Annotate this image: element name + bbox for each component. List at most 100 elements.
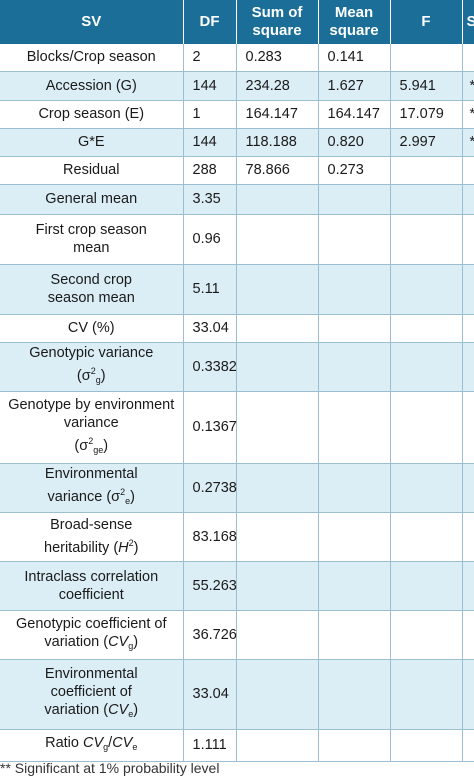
- row-f: 2.997: [390, 128, 463, 157]
- stat-label: Broad-sense heritability (H2): [0, 512, 184, 562]
- stat-value: 0.96: [183, 214, 237, 265]
- superscript: 2: [120, 487, 126, 497]
- open-paren: (: [103, 702, 109, 718]
- superscript: 2: [128, 538, 134, 548]
- footnote: ** Significant at 1% probability level: [0, 760, 220, 776]
- row-ss: 118.188: [236, 128, 319, 157]
- sigma-symbol: (σ: [74, 437, 89, 454]
- row-f: 17.079: [390, 100, 463, 129]
- subscript: e: [132, 742, 138, 752]
- stat-row-gxe-variance: Genotype by environment variance (σ2ge) …: [0, 391, 474, 464]
- stat-row-ratio: Ratio CVg/CVe 1.111: [0, 729, 474, 762]
- stat-row-first-season-mean: First crop season mean 0.96: [0, 214, 474, 265]
- stat-value: 33.04: [183, 659, 237, 730]
- row-sv: Crop season (E): [0, 100, 184, 129]
- open-paren: (: [103, 633, 109, 650]
- header-row: SV DF Sum of square Mean square F Sig: [0, 0, 474, 44]
- stat-row-environmental-variance: Environmental variance (σ2e) 0.2738: [0, 463, 474, 513]
- stat-row-general-mean: General mean 3.35: [0, 184, 474, 215]
- stat-row-cv: CV (%) 33.04: [0, 314, 474, 343]
- stat-label: Genotypic variance (σ2g): [0, 342, 184, 392]
- row-sig: **: [462, 71, 474, 101]
- stat-row-genotypic-cv: Genotypic coefficient of variation (CVg)…: [0, 610, 474, 660]
- row-ms: 1.627: [318, 71, 391, 101]
- stat-row-heritability: Broad-sense heritability (H2) 83.168: [0, 512, 474, 562]
- stat-label: Environmental coefficient of variation (…: [0, 659, 184, 730]
- row-f: 5.941: [390, 71, 463, 101]
- stat-label: First crop season mean: [0, 214, 184, 265]
- header-sv: SV: [0, 0, 184, 44]
- stat-value: 1.111: [183, 729, 237, 762]
- row-sig: [462, 44, 474, 72]
- row-ms: 164.147: [318, 100, 391, 129]
- table-row: Crop season (E) 1 164.147 164.147 17.079…: [0, 100, 474, 129]
- row-ms: 0.141: [318, 44, 391, 72]
- row-ss: 164.147: [236, 100, 319, 129]
- header-df: DF: [183, 0, 237, 44]
- open-paren: (: [113, 540, 119, 556]
- row-ss: 0.283: [236, 44, 319, 72]
- header-sig: Sig: [462, 0, 474, 44]
- stat-value: 0.2738: [183, 463, 237, 513]
- anova-table: SV DF Sum of square Mean square F Sig Bl…: [0, 0, 474, 762]
- sigma-symbol: (σ: [106, 489, 121, 505]
- subscript: e: [128, 709, 134, 719]
- table-row: G*E 144 118.188 0.820 2.997 **: [0, 128, 474, 157]
- header-mean-square: Mean square: [318, 0, 391, 44]
- cv-symbol: CV: [83, 735, 104, 751]
- subscript: g: [95, 375, 101, 385]
- stat-label: Genotype by environment variance (σ2ge): [0, 391, 184, 464]
- superscript: 2: [88, 435, 94, 446]
- stat-label: Second crop season mean: [0, 264, 184, 315]
- row-sig: [462, 156, 474, 185]
- subscript: ge: [93, 444, 104, 455]
- row-ss: 234.28: [236, 71, 319, 101]
- stat-label: Ratio CVg/CVe: [0, 729, 184, 762]
- stat-label-text: Environmental variance: [44, 466, 138, 505]
- row-sv: Accession (G): [0, 71, 184, 101]
- stat-value: 3.35: [183, 184, 237, 215]
- stat-value: 55.263: [183, 561, 237, 611]
- row-sv: Blocks/Crop season: [0, 44, 184, 72]
- row-df: 144: [183, 128, 237, 157]
- sigma-symbol: (σ: [76, 368, 91, 384]
- stat-label: Intraclass correlation coefficient: [0, 561, 184, 611]
- stat-label: General mean: [0, 184, 184, 215]
- cv-symbol: CV: [112, 735, 133, 751]
- cv-symbol: CV: [108, 633, 129, 650]
- row-df: 288: [183, 156, 237, 185]
- stat-label-text: Genotypic variance: [29, 345, 154, 361]
- stat-value: 0.3382: [183, 342, 237, 392]
- row-df: 1: [183, 100, 237, 129]
- row-sig: **: [462, 128, 474, 157]
- stat-label-text: Genotype by environment variance: [8, 396, 175, 431]
- cv-symbol: CV: [108, 702, 129, 718]
- stat-value: 0.1367: [183, 391, 237, 464]
- close-paren: ): [133, 540, 139, 556]
- stat-row-environmental-cv: Environmental coefficient of variation (…: [0, 659, 474, 730]
- close-paren: ): [100, 368, 106, 384]
- stat-label-text: Genotypic coefficient of variation: [16, 615, 167, 650]
- stat-row-second-season-mean: Second crop season mean 5.11: [0, 264, 474, 315]
- stat-value: 83.168: [183, 512, 237, 562]
- subscript: g: [128, 640, 134, 651]
- stat-label: Environmental variance (σ2e): [0, 463, 184, 513]
- stat-label: Genotypic coefficient of variation (CVg): [0, 610, 184, 660]
- close-paren: ): [130, 489, 135, 505]
- row-df: 2: [183, 44, 237, 72]
- row-f: [390, 156, 463, 185]
- row-ss: 78.866: [236, 156, 319, 185]
- stat-label-text: Broad-sense heritability: [44, 517, 133, 556]
- row-ms: 0.820: [318, 128, 391, 157]
- close-paren: ): [133, 702, 139, 718]
- close-paren: ): [103, 437, 109, 454]
- stat-value: 5.11: [183, 264, 237, 315]
- subscript: e: [125, 496, 131, 506]
- row-ms: 0.273: [318, 156, 391, 185]
- table-row: Blocks/Crop season 2 0.283 0.141: [0, 44, 474, 72]
- slash: /: [108, 735, 113, 751]
- stat-value: 33.04: [183, 314, 237, 343]
- superscript: 2: [90, 366, 96, 376]
- stat-label-text: Environmental coefficient of variation: [44, 666, 138, 718]
- stat-value: 36.726: [183, 610, 237, 660]
